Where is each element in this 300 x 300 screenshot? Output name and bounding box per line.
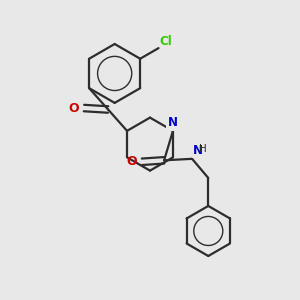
Text: N: N xyxy=(193,144,203,157)
Text: N: N xyxy=(168,116,178,129)
Text: O: O xyxy=(68,101,79,115)
Text: O: O xyxy=(127,155,137,168)
Text: Cl: Cl xyxy=(160,34,172,47)
Text: H: H xyxy=(200,144,207,154)
